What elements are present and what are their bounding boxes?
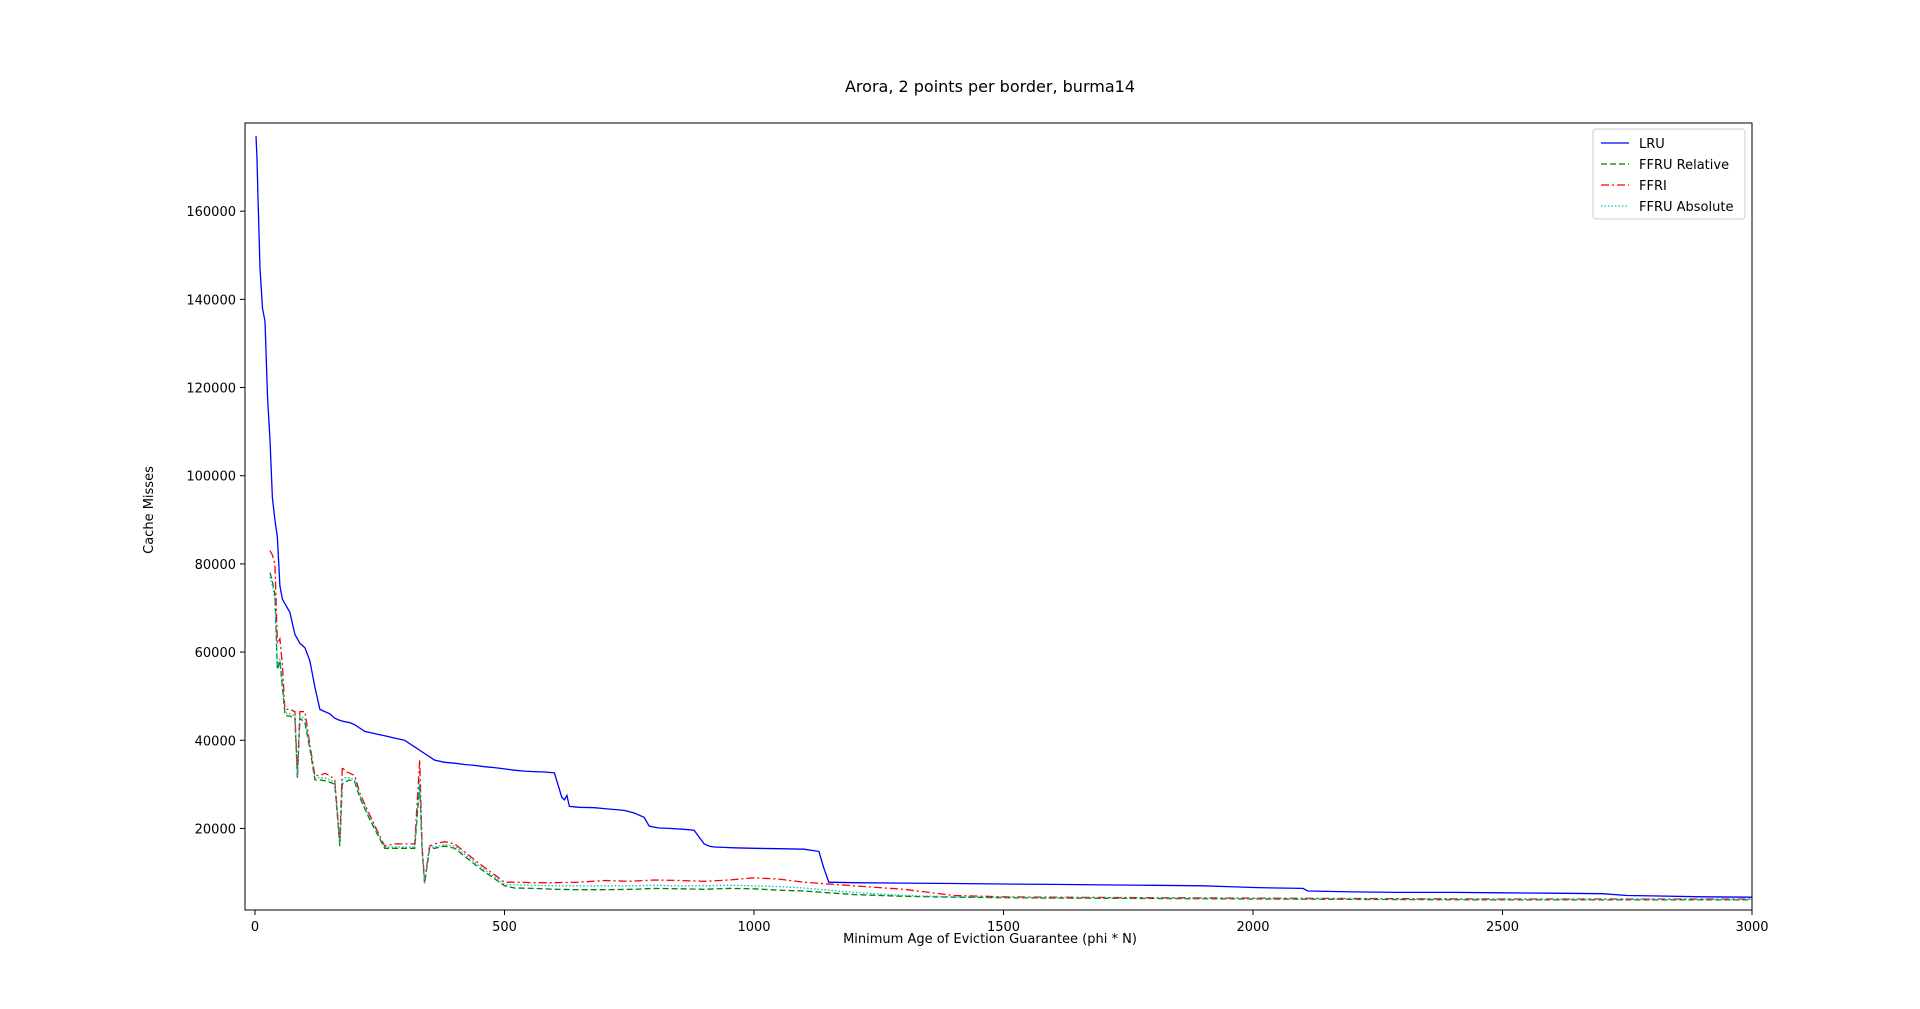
series-line-ffru-relative (269, 572, 1752, 901)
x-tick-label: 1500 (987, 920, 1020, 935)
x-tick-label: 3000 (1735, 920, 1768, 935)
series-line-ffru-absolute (269, 576, 1752, 901)
y-axis-label: Cache Misses (142, 466, 157, 554)
y-tick-label: 60000 (195, 646, 236, 661)
plot-lines (255, 136, 1752, 901)
legend-box (1592, 128, 1746, 220)
y-axis-ticks: 20000 40000 60000 80000 100000 120000 140000 16… (186, 205, 245, 837)
y-tick-label: 160000 (186, 205, 236, 220)
legend-label: FFRU Absolute (1639, 200, 1733, 215)
x-tick-label: 0 (251, 920, 259, 935)
y-tick-label: 120000 (186, 382, 236, 397)
legend-label: FFRU Relative (1639, 158, 1729, 173)
legend-label: LRU (1639, 137, 1665, 152)
chart-title: Arora, 2 points per border, burma14 (845, 77, 1135, 96)
plot-frame (244, 122, 1753, 911)
y-tick-label: 140000 (186, 293, 236, 308)
series-line-ffri (269, 550, 1752, 900)
series-line-lru (255, 136, 1752, 898)
x-axis-label: Minimum Age of Eviction Guarantee (phi *… (843, 932, 1137, 947)
x-axis-ticks: 0 500 1000 1500 2000 2500 3000 (251, 910, 1769, 935)
legend-label: FFRI (1639, 179, 1667, 194)
x-tick-label: 2500 (1486, 920, 1519, 935)
y-tick-label: 20000 (195, 822, 236, 837)
x-tick-label: 500 (492, 920, 517, 935)
x-tick-label: 2000 (1236, 920, 1269, 935)
y-tick-label: 100000 (186, 470, 236, 485)
y-tick-label: 80000 (195, 558, 236, 573)
legend: LRU FFRU Relative FFRI FFRU Absolute (1592, 128, 1746, 220)
y-tick-label: 40000 (195, 734, 236, 749)
x-tick-label: 1000 (737, 920, 770, 935)
